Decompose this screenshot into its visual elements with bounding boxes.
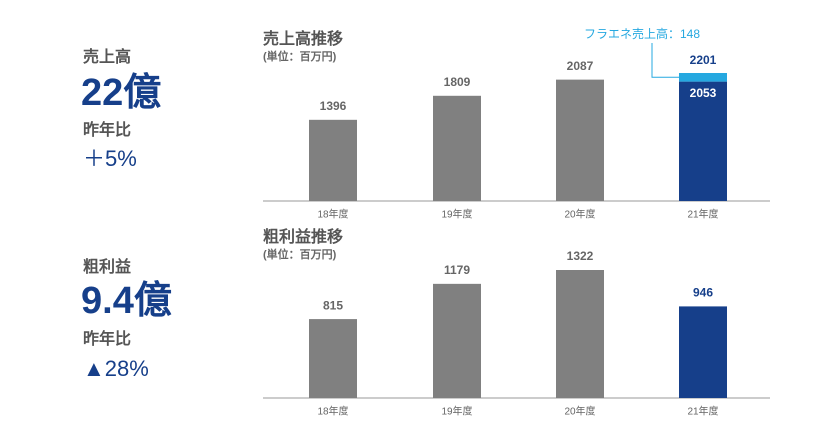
kpi-change-label: 昨年比 [83, 329, 131, 348]
bar [433, 95, 481, 201]
x-tick-label: 19年度 [441, 405, 472, 418]
chart-title: 粗利益推移 [263, 227, 343, 246]
value-label: 2053 [690, 86, 717, 100]
x-tick-label: 21年度 [687, 405, 718, 418]
bar [679, 73, 727, 82]
bar [679, 81, 727, 201]
total-label: 2201 [690, 53, 717, 67]
x-tick-label: 18年度 [317, 405, 348, 418]
value-label: 1322 [567, 249, 594, 263]
chart-subtitle: (単位：百万円) [263, 49, 337, 63]
value-label: 2087 [567, 59, 594, 73]
chart-title: 売上高推移 [263, 29, 343, 48]
bar [433, 283, 481, 398]
value-label: 1809 [444, 75, 471, 89]
kpi-change-label: 昨年比 [83, 120, 131, 139]
bar [309, 119, 357, 201]
kpi-label: 粗利益 [83, 257, 131, 276]
value-label: 1396 [320, 99, 347, 113]
x-tick-label: 21年度 [687, 208, 718, 221]
value-label: 1179 [444, 263, 470, 277]
x-tick-label: 20年度 [564, 405, 595, 418]
kpi-change: ＋5% [83, 146, 137, 171]
bar [679, 306, 727, 398]
value-label: 815 [323, 298, 343, 312]
bar [556, 79, 604, 201]
kpi-value: 22億 [81, 72, 161, 114]
x-tick-label: 18年度 [317, 208, 348, 221]
kpi-change: ▲28% [83, 356, 149, 381]
x-tick-label: 19年度 [441, 208, 472, 221]
kpi-label: 売上高 [83, 47, 131, 66]
x-tick-label: 20年度 [564, 208, 595, 221]
annotation-connector [651, 43, 679, 78]
kpi-value: 9.4億 [81, 280, 172, 322]
bar [309, 319, 357, 398]
bar [556, 270, 604, 398]
annotation: フラエネ売上高：148 [584, 26, 700, 41]
value-label: 946 [693, 286, 713, 300]
chart-subtitle: (単位：百万円) [263, 247, 337, 261]
